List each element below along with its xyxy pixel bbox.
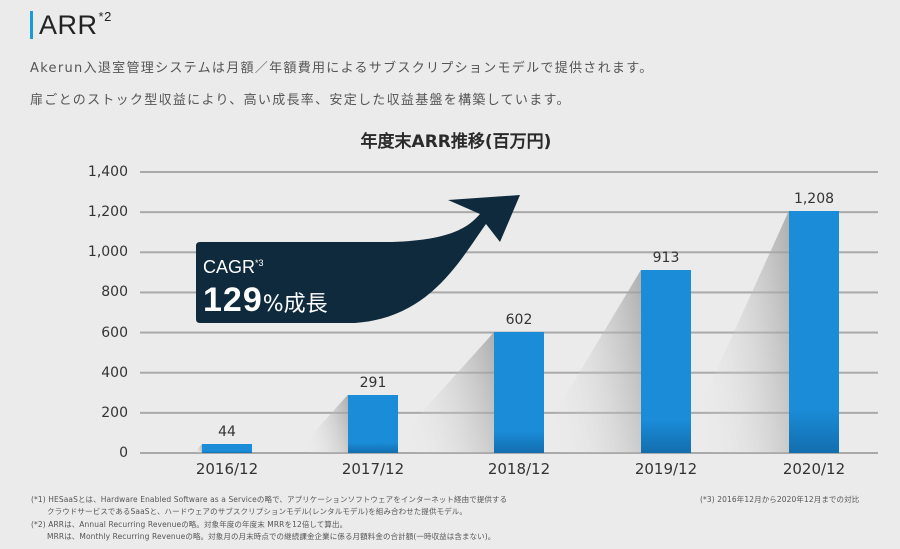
x-axis-label: 2018/12 [487, 460, 551, 478]
bar-shadow [531, 269, 641, 453]
cagr-footnote-ref: *3 [255, 258, 264, 268]
gridline [140, 291, 878, 294]
section-header: ARR*2 [30, 9, 112, 41]
footnote-1-line-1: (*1) HESaaSとは、Hardware Enabled Software … [31, 495, 508, 504]
bar-shadow [679, 210, 789, 453]
x-axis-label: 2020/12 [782, 460, 846, 478]
chart-title: 年度末ARR推移(百万円) [360, 132, 552, 152]
x-axis-label: 2019/12 [634, 460, 698, 478]
bar-shadow [295, 394, 348, 453]
cagr-number: 129 [203, 281, 263, 319]
bar-value-label: 1,208 [793, 190, 835, 207]
bar-2017-12 [348, 394, 398, 453]
cagr-label: CAGR*3 [203, 257, 264, 278]
cagr-label-text: CAGR [203, 257, 256, 277]
footnote-2-line-2: MRRは、Monthly Recurring Revenueの略。対象月の月末時… [47, 532, 496, 541]
y-tick-label: 1,000 [87, 244, 128, 261]
cagr-value: 129%成長 [203, 281, 328, 320]
bar-value-label: 913 [652, 249, 680, 266]
bar-value-label: 291 [359, 374, 387, 391]
x-axis-label: 2016/12 [195, 460, 259, 478]
x-axis-label: 2017/12 [341, 460, 405, 478]
page-title: ARR*2 [39, 9, 112, 41]
bar-shadow [194, 444, 202, 453]
description-line-2: 扉ごとのストック型収益により、高い成長率、安定した収益基盤を構築しています。 [30, 93, 571, 108]
bar-2018-12 [494, 332, 544, 453]
title-footnote-ref: *2 [98, 9, 112, 24]
bar-shadow [385, 332, 494, 453]
footnote-2-line-1: (*2) ARRは、Annual Recurring Revenueの略。対象年… [31, 520, 348, 529]
bar-value-label: 602 [505, 312, 533, 329]
y-tick-label: 1,200 [87, 204, 128, 221]
y-tick-label: 400 [101, 364, 128, 381]
title-text: ARR [39, 10, 98, 40]
bar-2019-12 [641, 269, 691, 453]
footnote-1-line-2: クラウドサービスであるSaaSと、ハードウェアのサブスクリプションモデル(レンタ… [47, 507, 467, 516]
description-line-1: Akerun入退室管理システムは月額／年額費用によるサブスクリプションモデルで提… [30, 61, 654, 76]
title-accent-bar [30, 11, 33, 39]
cagr-arrow-icon [196, 195, 520, 323]
y-tick-label: 0 [119, 445, 128, 461]
cagr-word: 成長 [283, 292, 328, 317]
y-tick-label: 600 [101, 324, 128, 341]
bar-value-label: 44 [218, 424, 236, 441]
gridline [140, 251, 878, 254]
y-tick-label: 200 [101, 404, 128, 421]
bar-2016-12 [202, 444, 252, 453]
gridline [140, 452, 878, 454]
gridline [140, 171, 878, 173]
y-tick-label: 800 [101, 284, 128, 301]
footnote-3: (*3) 2016年12月から2020年12月までの対比 [700, 495, 860, 504]
bar-2020-12 [789, 210, 839, 453]
y-tick-label: 1,400 [87, 164, 128, 180]
cagr-percent: % [262, 292, 284, 317]
